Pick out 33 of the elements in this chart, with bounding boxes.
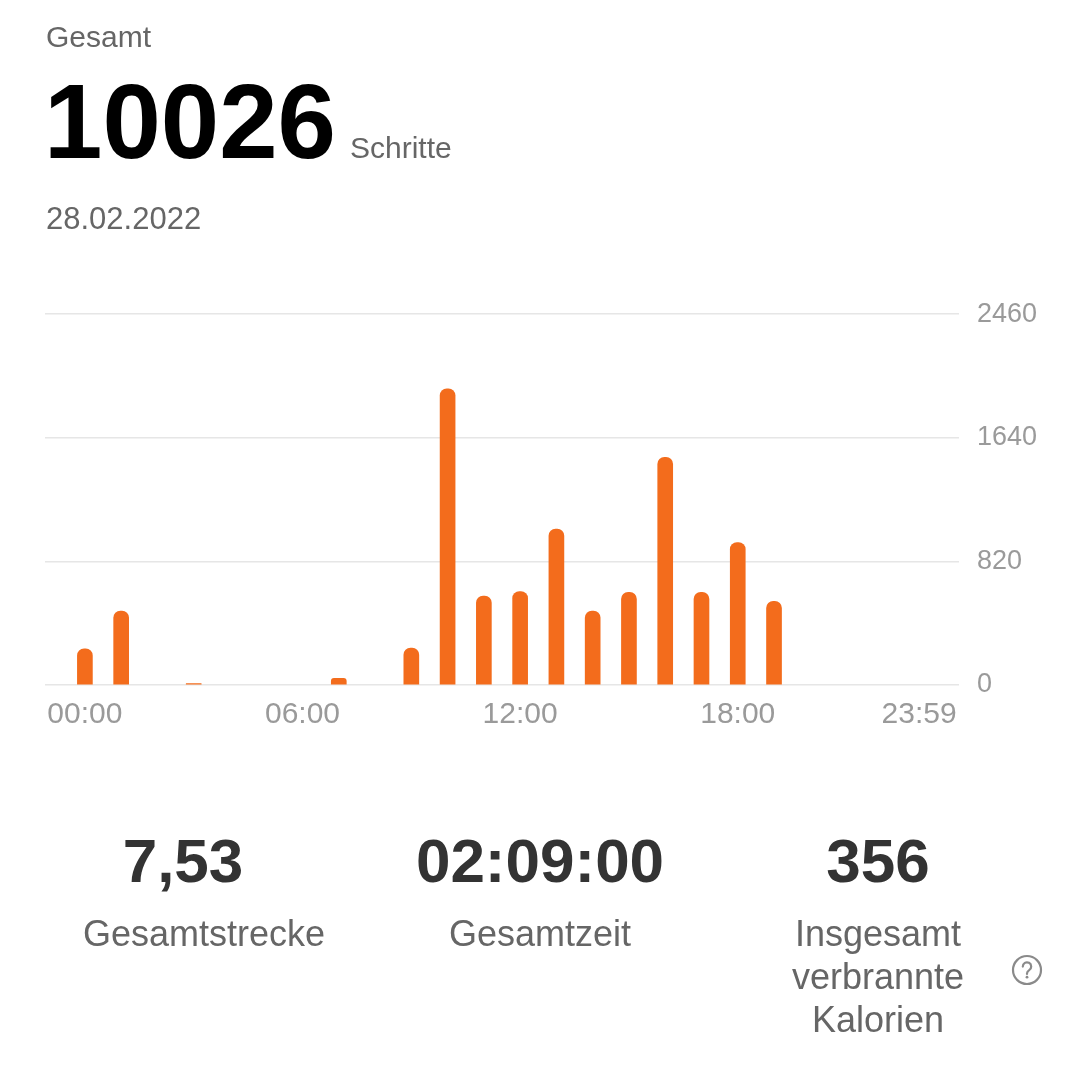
- bar: [766, 601, 782, 685]
- bar: [584, 610, 601, 685]
- bar: [693, 591, 710, 685]
- y-tick-label: 2460: [977, 297, 1038, 328]
- bar: [476, 595, 492, 685]
- text: 356: [825, 826, 931, 895]
- x-tick-label: 00:00: [47, 696, 123, 730]
- bar: [439, 388, 456, 685]
- bar: [729, 542, 746, 685]
- bar: [403, 647, 420, 685]
- text: Insgesamt verbrannte Kalorien: [790, 912, 966, 1041]
- chart-subtitle: 28.02.2022: [46, 201, 202, 236]
- text: 02:09:00: [414, 826, 666, 895]
- text: 7,53: [121, 826, 245, 895]
- bar: [113, 610, 129, 685]
- text: Gesamtzeit: [447, 912, 633, 955]
- bar: [77, 648, 93, 685]
- chart-title: Gesamt: [46, 20, 152, 53]
- y-tick-label: 0: [977, 668, 993, 699]
- x-tick-label: 18:00: [700, 696, 776, 730]
- bar: [548, 528, 565, 685]
- x-tick-label: 06:00: [264, 696, 341, 730]
- y-tick-label: 1640: [977, 421, 1038, 452]
- text: 10026: [44, 62, 336, 182]
- bar: [657, 457, 674, 685]
- x-tick-label: 12:00: [482, 696, 558, 730]
- bar: [621, 591, 637, 685]
- y-tick-label: 820: [977, 544, 1023, 575]
- bar: [330, 677, 347, 685]
- text: Gesamtstrecke: [83, 912, 326, 955]
- bar: [512, 591, 528, 685]
- x-tick-label: 23:59: [881, 696, 957, 730]
- text: Schritte: [349, 131, 452, 166]
